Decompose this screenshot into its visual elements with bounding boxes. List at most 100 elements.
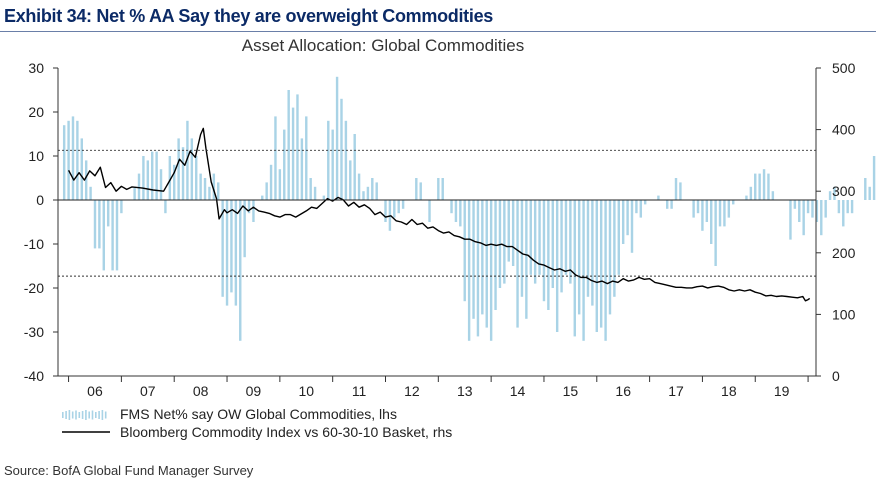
bar	[666, 200, 669, 209]
bar	[595, 200, 598, 332]
bar	[313, 186, 317, 200]
bar	[745, 195, 748, 200]
bar	[111, 200, 114, 271]
bar	[331, 129, 334, 200]
x-tick-label: 14	[510, 383, 526, 399]
bar	[164, 200, 167, 214]
x-tick-label: 13	[457, 383, 473, 399]
bar	[670, 200, 673, 209]
bar	[287, 90, 290, 200]
bar	[837, 200, 841, 214]
bar	[533, 200, 537, 284]
bar	[106, 200, 110, 227]
bar	[296, 94, 299, 200]
bar	[252, 200, 255, 222]
bar	[283, 129, 286, 200]
bar	[467, 200, 471, 341]
bar	[115, 200, 119, 271]
bar	[322, 195, 326, 200]
x-tick-label: 09	[246, 383, 262, 399]
bar	[269, 164, 273, 200]
bar	[705, 200, 709, 222]
bar	[820, 200, 823, 236]
bar	[93, 200, 97, 249]
bar	[247, 200, 251, 214]
bar	[833, 186, 836, 200]
bar	[353, 134, 356, 200]
bar	[340, 98, 343, 200]
bar	[181, 147, 185, 200]
bar	[309, 178, 312, 200]
bar	[419, 182, 422, 200]
bar	[155, 151, 158, 200]
right-tick-label: 500	[832, 60, 856, 76]
bar	[679, 182, 682, 200]
bar	[714, 200, 717, 266]
bar	[481, 200, 484, 315]
left-tick-label: 20	[28, 104, 44, 120]
bar	[569, 200, 572, 284]
bar	[120, 200, 123, 214]
bar	[485, 200, 488, 328]
bar	[617, 200, 620, 275]
bar	[62, 125, 66, 200]
legend-bar-swatch	[81, 411, 84, 419]
left-tick-label: -10	[24, 236, 44, 252]
bar	[573, 200, 576, 337]
source-note: Source: BofA Global Fund Manager Survey	[4, 463, 254, 478]
right-tick-label: 400	[832, 122, 856, 138]
bar	[507, 200, 510, 262]
bar	[397, 200, 400, 214]
bar	[529, 200, 532, 275]
bar	[177, 138, 180, 200]
bar	[221, 200, 224, 297]
right-tick-label: 300	[832, 183, 856, 199]
bar	[203, 178, 207, 200]
bar	[696, 200, 700, 214]
bar	[643, 200, 647, 205]
bar	[525, 200, 528, 319]
bar	[692, 200, 695, 218]
plot-frame	[57, 68, 817, 377]
bar	[811, 200, 814, 218]
bar	[723, 200, 726, 227]
exhibit-title: Exhibit 34: Net % AA Say they are overwe…	[4, 6, 493, 26]
bar	[450, 200, 453, 214]
bar	[476, 200, 480, 337]
x-tick-label: 06	[87, 383, 103, 399]
bar	[701, 200, 704, 231]
bar	[239, 200, 242, 341]
bar	[300, 138, 304, 200]
bar	[542, 200, 546, 302]
index-line	[67, 127, 811, 302]
bar	[516, 200, 519, 328]
bar	[375, 182, 378, 200]
bar	[586, 200, 590, 297]
bar	[230, 200, 233, 293]
bar-series	[62, 76, 876, 341]
bar	[520, 200, 524, 297]
right-tick-label: 200	[832, 245, 856, 261]
bar	[71, 116, 75, 200]
bar	[798, 200, 801, 222]
bar	[335, 76, 339, 200]
x-tick-label: 07	[140, 383, 156, 399]
bar	[80, 138, 83, 200]
bar	[767, 173, 770, 200]
legend-label-line: Bloomberg Commodity Index vs 60-30-10 Ba…	[120, 424, 452, 440]
bar	[749, 186, 753, 200]
legend-bar-swatch	[95, 412, 97, 418]
left-tick-label: 0	[36, 192, 44, 208]
legend-label-bars: FMS Net% say OW Global Commodities, lhs	[120, 406, 397, 422]
x-tick-label: 10	[298, 383, 314, 399]
x-tick-label: 19	[774, 383, 790, 399]
bar	[133, 186, 136, 200]
bar	[591, 200, 594, 306]
left-tick-label: -20	[24, 280, 44, 296]
bar	[613, 200, 616, 297]
right-axis: 0 100 200 300 400 500	[816, 60, 856, 384]
bar	[67, 120, 70, 200]
bar	[511, 200, 515, 266]
bar	[789, 200, 792, 240]
bar	[428, 200, 431, 222]
